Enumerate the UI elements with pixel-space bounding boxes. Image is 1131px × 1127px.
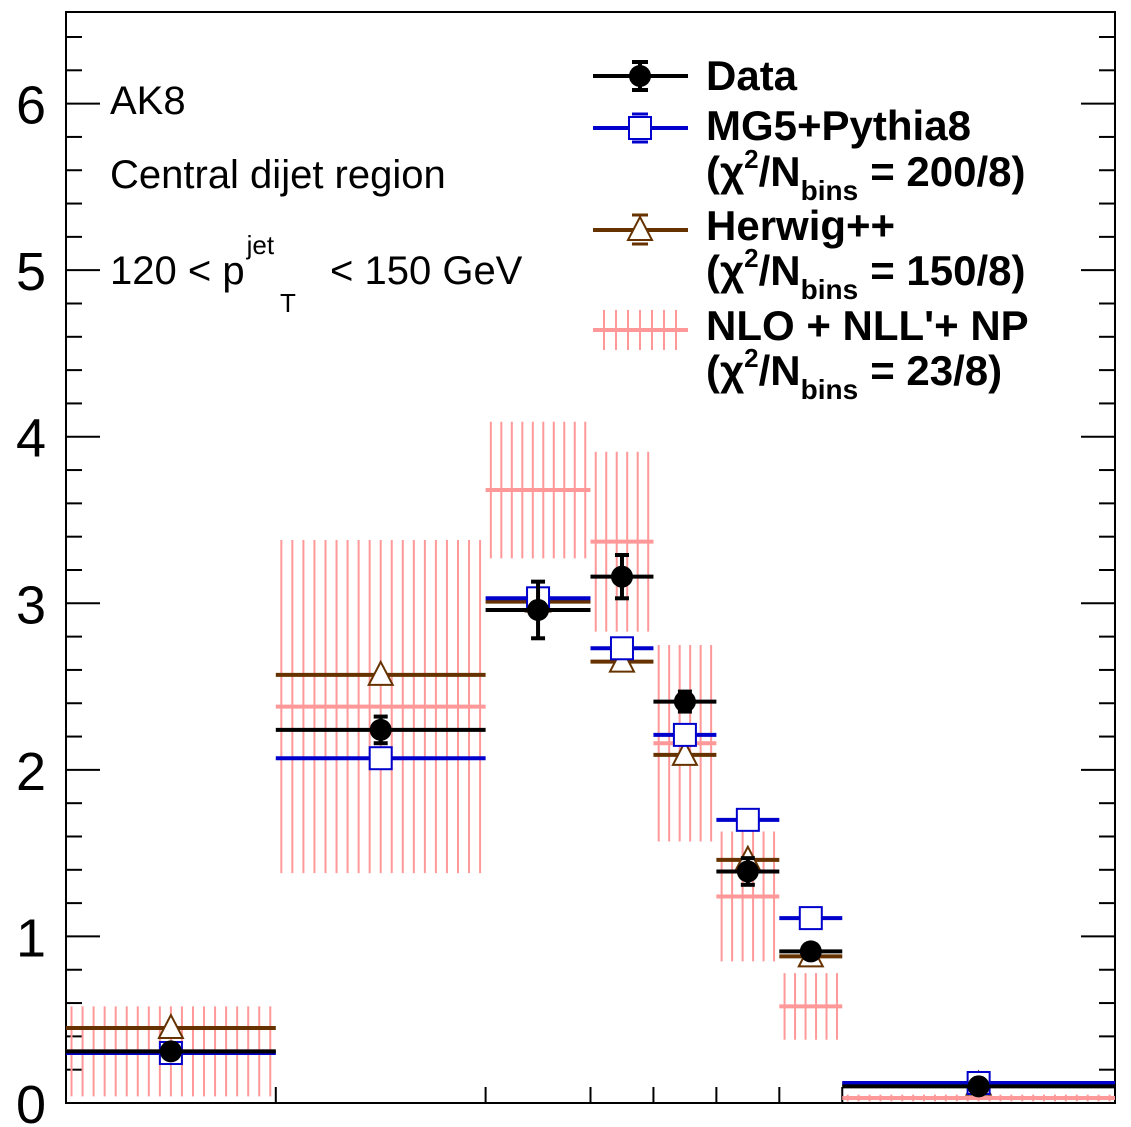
legend-marker-mg5 <box>628 116 652 140</box>
mg5-point <box>735 807 760 832</box>
legend-marker-herwig <box>626 214 654 241</box>
pt-subscript: T <box>280 288 296 318</box>
legend-entry-nlo: NLO + NLL'+ NP (χ2/Nbins = 23/8) <box>593 302 1029 405</box>
jet-type-label: AK8 <box>110 79 186 123</box>
mg5-point <box>609 636 634 661</box>
legend-label-mg5: MG5+Pythia8 <box>706 102 971 149</box>
data-point <box>159 1040 182 1063</box>
y-tick-label: 1 <box>16 908 46 968</box>
data-point <box>527 598 550 621</box>
legend-entry-data: Data <box>593 52 798 99</box>
mg5-point <box>798 906 823 931</box>
mg5-point <box>672 722 697 747</box>
legend-chi-mg5: (χ2/Nbins = 200/8) <box>706 144 1026 206</box>
data-point <box>673 690 696 713</box>
data-point <box>967 1075 990 1098</box>
legend-entry-herwig: Herwig++ (χ2/Nbins = 150/8) <box>593 202 1026 305</box>
legend-marker-data <box>629 65 651 87</box>
herwig-point <box>367 659 395 686</box>
legend-label-herwig: Herwig++ <box>706 202 895 249</box>
pt-prefix: 120 < p <box>110 249 245 293</box>
data-point <box>369 718 392 741</box>
mg5-point <box>368 746 393 771</box>
series-band <box>66 421 1115 1102</box>
series-filled-circle <box>66 553 1115 1098</box>
herwig-point <box>671 739 699 766</box>
legend-chi-herwig: (χ2/Nbins = 150/8) <box>706 243 1026 305</box>
herwig-point <box>157 1012 185 1040</box>
data-point <box>610 565 633 588</box>
legend-chi-nlo: (χ2/Nbins = 23/8) <box>706 343 1002 405</box>
y-tick-label: 5 <box>16 242 46 302</box>
y-tick-label: 2 <box>16 742 46 802</box>
y-tick-labels: 0 1 2 3 4 5 6 <box>16 76 46 1127</box>
legend-label-data: Data <box>706 52 798 99</box>
legend: Data MG5+Pythia8 (χ2/Nbins = 200/8) Herwi… <box>593 52 1029 405</box>
pt-suffix: < 150 GeV <box>330 249 523 293</box>
data-point <box>799 940 822 963</box>
y-tick-label: 0 <box>16 1075 46 1127</box>
y-tick-label: 3 <box>16 575 46 635</box>
pt-range-label: 120 < pjetT < 150 GeV <box>110 230 523 318</box>
region-label: Central dijet region <box>110 153 446 197</box>
axis-ticks <box>66 35 1115 1104</box>
legend-marker-nlo <box>603 310 677 350</box>
series-open-triangle <box>66 586 1115 1096</box>
y-tick-label: 6 <box>16 76 46 136</box>
annotation-block: AK8 Central dijet region 120 < pjetT < 15… <box>110 79 523 318</box>
data-point <box>736 860 759 883</box>
legend-label-nlo: NLO + NLL'+ NP <box>706 302 1029 349</box>
y-tick-label: 4 <box>16 409 46 469</box>
legend-entry-mg5: MG5+Pythia8 (χ2/Nbins = 200/8) <box>593 102 1026 206</box>
series-layer <box>66 421 1115 1102</box>
pt-superscript: jet <box>246 230 275 260</box>
